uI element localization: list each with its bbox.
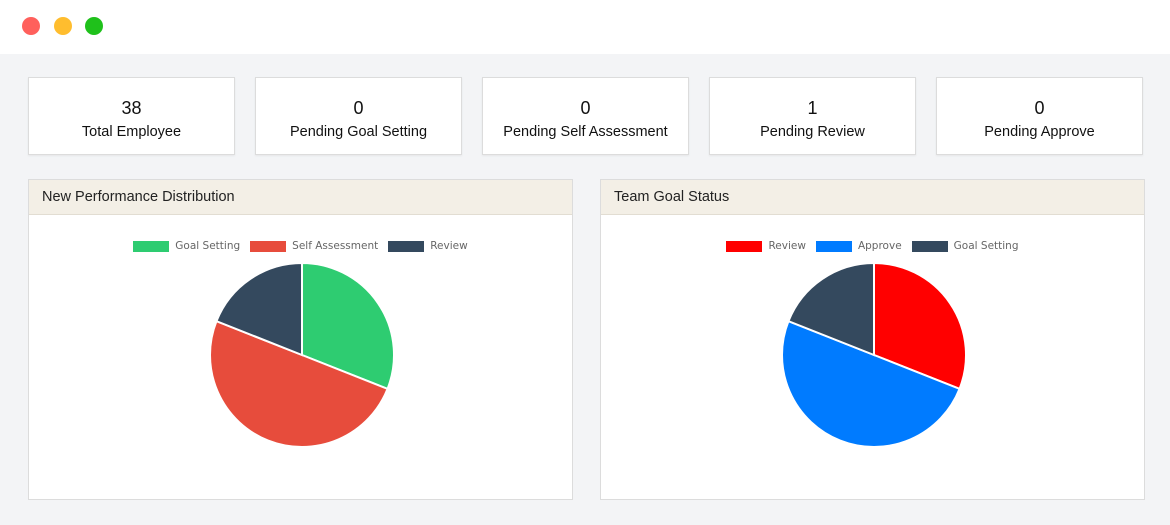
performance-distribution-panel: New Performance Distribution Goal Settin… [28, 179, 573, 500]
pie-slice-review[interactable] [873, 261, 967, 391]
legend-swatch [133, 240, 170, 252]
pie-slice-approve[interactable] [781, 319, 961, 448]
stat-value: 0 [353, 98, 364, 118]
close-window-button[interactable] [22, 17, 40, 35]
legend-item-self-assessment[interactable]: Self Assessment [250, 239, 378, 253]
stat-value: 1 [807, 98, 818, 118]
stat-label: Pending Goal Setting [289, 124, 428, 140]
pie-slice-self-assessment[interactable] [209, 319, 389, 448]
legend-item-goal-setting[interactable]: Goal Setting [133, 239, 240, 253]
legend-swatch [911, 240, 948, 252]
window-titlebar [0, 0, 1170, 54]
stat-value: 38 [121, 98, 142, 118]
stat-card-pending-approve[interactable]: 0 Pending Approve [936, 77, 1143, 155]
stat-card-pending-review[interactable]: 1 Pending Review [709, 77, 916, 155]
stat-card-total-employee[interactable]: 38 Total Employee [28, 77, 235, 155]
legend-swatch [388, 240, 425, 252]
chart-legend: Goal Setting Self Assessment Review [29, 239, 572, 253]
legend-item-review[interactable]: Review [388, 239, 468, 253]
stat-card-pending-self-assessment[interactable]: 0 Pending Self Assessment [482, 77, 689, 155]
legend-swatch [815, 240, 852, 252]
team-goal-pie-chart [781, 261, 967, 448]
stat-value: 0 [580, 98, 591, 118]
minimize-window-button[interactable] [54, 17, 72, 35]
stat-label: Pending Review [760, 124, 865, 140]
legend-label: Goal Setting [953, 240, 1019, 252]
chart-legend: Review Approve Goal Setting [601, 239, 1144, 253]
performance-pie-chart [209, 261, 395, 448]
pie-slice-review[interactable] [215, 261, 303, 357]
legend-label: Review [768, 240, 806, 252]
legend-label: Goal Setting [175, 240, 241, 252]
legend-item-review[interactable]: Review [726, 239, 806, 253]
maximize-window-button[interactable] [85, 17, 103, 35]
stat-label: Total Employee [81, 124, 182, 140]
stat-label: Pending Self Assessment [503, 124, 668, 140]
panel-title: New Performance Distribution [29, 180, 572, 215]
stat-card-pending-goal-setting[interactable]: 0 Pending Goal Setting [255, 77, 462, 155]
legend-item-approve[interactable]: Approve [815, 239, 902, 253]
legend-label: Review [430, 240, 468, 252]
stat-value: 0 [1034, 98, 1045, 118]
stat-label: Pending Approve [984, 124, 1095, 140]
team-goal-status-panel: Team Goal Status Review Approve Goal Setti… [600, 179, 1145, 500]
legend-item-goal-setting[interactable]: Goal Setting [911, 239, 1019, 253]
legend-swatch [250, 240, 287, 252]
legend-label: Approve [857, 240, 902, 252]
pie-slice-goal-setting[interactable] [787, 261, 875, 357]
legend-label: Self Assessment [292, 240, 379, 252]
panel-title: Team Goal Status [601, 180, 1144, 215]
pie-slice-goal-setting[interactable] [301, 261, 395, 391]
legend-swatch [726, 240, 763, 252]
